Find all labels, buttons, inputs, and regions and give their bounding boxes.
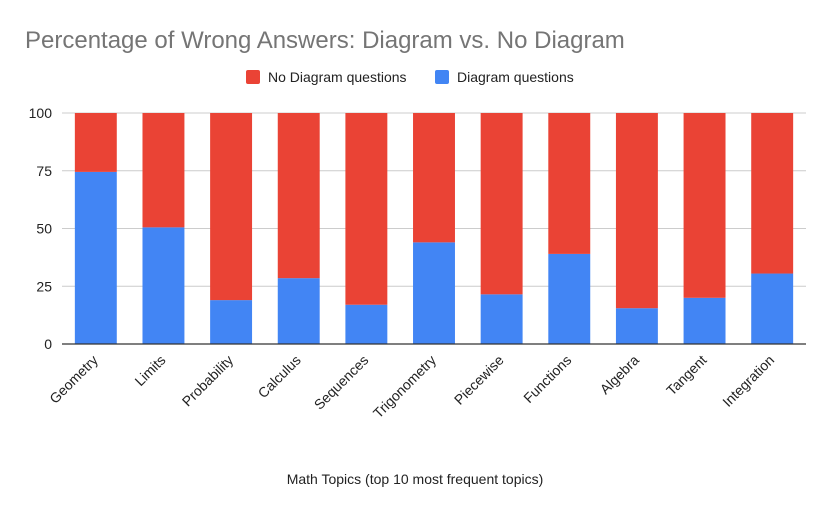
x-tick-label: Tangent bbox=[663, 352, 710, 399]
chart-title: Percentage of Wrong Answers: Diagram vs.… bbox=[25, 27, 625, 54]
bar-diagram bbox=[74, 171, 117, 344]
y-tick-label: 25 bbox=[36, 278, 52, 294]
legend-label-diagram: Diagram questions bbox=[457, 69, 574, 85]
bar-no-diagram bbox=[345, 113, 388, 305]
x-tick-label: Trigonometry bbox=[370, 352, 439, 421]
x-tick-label: Geometry bbox=[46, 352, 101, 407]
x-tick-label: Probability bbox=[179, 352, 237, 410]
legend-swatch-no-diagram bbox=[246, 70, 260, 84]
bar-diagram bbox=[548, 253, 591, 344]
bar-diagram bbox=[277, 278, 320, 344]
bar-no-diagram bbox=[480, 113, 523, 295]
bar-no-diagram bbox=[413, 113, 455, 243]
bar-no-diagram bbox=[74, 113, 117, 172]
x-tick-label: Integration bbox=[719, 352, 777, 410]
y-tick-label: 100 bbox=[29, 105, 53, 121]
bar-no-diagram bbox=[683, 113, 726, 298]
bar-no-diagram bbox=[615, 113, 658, 309]
x-tick-label: Algebra bbox=[597, 352, 643, 398]
x-tick-label: Sequences bbox=[311, 352, 372, 413]
x-tick-label: Limits bbox=[131, 352, 168, 389]
bar-diagram bbox=[615, 308, 658, 344]
bar-no-diagram bbox=[142, 113, 185, 228]
bar-diagram bbox=[142, 227, 185, 344]
y-tick-label: 75 bbox=[36, 163, 52, 179]
x-tick-label: Calculus bbox=[255, 352, 304, 401]
bar-diagram bbox=[751, 273, 794, 344]
bar-diagram bbox=[413, 242, 455, 344]
bar-diagram bbox=[683, 297, 726, 344]
bar-no-diagram bbox=[277, 113, 320, 279]
bar-diagram bbox=[345, 304, 388, 344]
bar-no-diagram bbox=[751, 113, 794, 274]
bar-diagram bbox=[210, 300, 253, 344]
bar-no-diagram bbox=[210, 113, 253, 301]
x-tick-label: Piecewise bbox=[451, 352, 507, 408]
bar-diagram bbox=[480, 294, 523, 344]
bar-no-diagram bbox=[548, 113, 591, 254]
y-tick-label: 50 bbox=[36, 221, 52, 237]
legend: No Diagram questions Diagram questions bbox=[0, 69, 830, 89]
x-tick-label: Functions bbox=[520, 352, 574, 406]
legend-label-no-diagram: No Diagram questions bbox=[268, 69, 407, 85]
legend-item-diagram[interactable]: Diagram questions bbox=[435, 69, 574, 85]
legend-swatch-diagram bbox=[435, 70, 449, 84]
legend-item-no-diagram[interactable]: No Diagram questions bbox=[246, 69, 407, 85]
x-axis-label: Math Topics (top 10 most frequent topics… bbox=[286, 471, 544, 487]
y-tick-label: 0 bbox=[44, 336, 52, 352]
